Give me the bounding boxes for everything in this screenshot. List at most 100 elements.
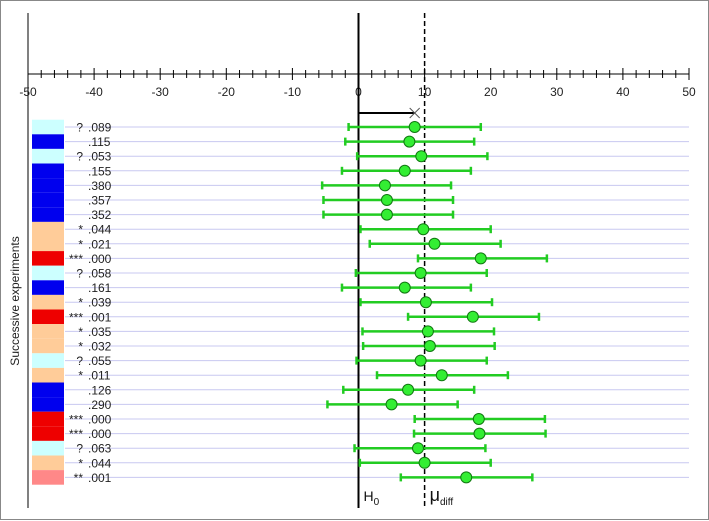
significance-mark: * — [78, 296, 83, 310]
significance-mark: ? — [76, 121, 83, 135]
p-value: .352 — [88, 208, 112, 222]
significance-mark: * — [78, 223, 83, 237]
mean-point — [402, 383, 415, 396]
p-value: .380 — [88, 179, 112, 193]
status-strip — [32, 411, 64, 427]
status-strip — [32, 455, 64, 471]
significance-mark: ? — [76, 442, 83, 456]
status-strip — [32, 134, 64, 149]
status-strip — [32, 440, 64, 456]
mean-point — [460, 471, 473, 484]
x-tick-label: 40 — [616, 85, 630, 99]
x-tick-label: -30 — [152, 85, 170, 99]
significance-mark: *** — [69, 252, 83, 266]
p-value: .115 — [88, 135, 111, 149]
p-value: .001 — [88, 310, 112, 324]
mean-point — [423, 340, 436, 352]
x-tick-label: -10 — [284, 85, 302, 99]
p-value: .021 — [88, 237, 112, 251]
mean-point — [414, 354, 427, 367]
mean-point — [428, 237, 441, 250]
p-value: .000 — [88, 427, 112, 441]
p-value: .290 — [88, 398, 112, 412]
p-value: .053 — [88, 150, 112, 164]
mean-point — [414, 267, 427, 279]
p-value: .000 — [88, 252, 112, 266]
p-value: .035 — [88, 325, 112, 339]
significance-mark: * — [78, 369, 83, 383]
status-strip — [32, 324, 64, 339]
mean-point — [419, 296, 432, 309]
mean-point — [378, 179, 391, 192]
mean-point — [398, 281, 411, 294]
p-value: .058 — [88, 267, 112, 281]
mean-point — [380, 208, 393, 221]
mean-point — [474, 252, 487, 265]
p-value: .126 — [88, 383, 112, 397]
x-tick-label: 20 — [484, 85, 498, 99]
x-tick-label: 10 — [418, 85, 432, 99]
mean-point — [398, 164, 411, 177]
status-strip — [32, 294, 64, 310]
significance-mark: *** — [69, 413, 83, 427]
x-tick-label: 50 — [682, 85, 696, 99]
mean-point — [415, 150, 428, 163]
mean-point — [411, 442, 424, 455]
status-strip — [32, 353, 64, 368]
mean-point — [408, 121, 421, 133]
significance-mark: *** — [69, 427, 83, 441]
moe-marker-cross — [409, 107, 421, 119]
mean-point — [380, 194, 393, 206]
reference-lines: H0 μdiff — [357, 13, 453, 508]
status-strip — [32, 265, 64, 281]
mean-point — [418, 456, 431, 469]
mean-point — [403, 135, 416, 148]
x-tick-label: -40 — [85, 85, 103, 99]
status-strip — [32, 280, 64, 295]
x-tick-label: -50 — [19, 85, 37, 99]
status-strip — [32, 148, 64, 164]
mean-point — [473, 427, 486, 440]
significance-mark: * — [78, 237, 83, 251]
significance-mark: ? — [76, 354, 83, 368]
significance-mark: ? — [76, 267, 83, 281]
significance-mark: *** — [69, 310, 83, 324]
mean-point — [421, 325, 434, 338]
significance-mark: ** — [74, 471, 84, 485]
p-value: .063 — [88, 442, 112, 456]
y-axis-label: Successive experiments — [8, 236, 22, 365]
p-value: .044 — [88, 223, 112, 237]
status-strip — [32, 178, 64, 193]
status-strip — [32, 426, 64, 441]
p-value: .001 — [88, 471, 112, 485]
status-strip — [32, 163, 64, 179]
p-value: .161 — [88, 281, 112, 295]
mean-point — [466, 310, 479, 323]
status-strip — [32, 221, 64, 237]
p-value: .032 — [88, 340, 112, 354]
p-value: .039 — [88, 296, 112, 310]
mean-point — [417, 223, 430, 236]
p-value: .089 — [88, 121, 112, 135]
significance-mark: * — [78, 456, 83, 470]
h0-label: H0 — [364, 488, 380, 508]
p-value: .000 — [88, 413, 112, 427]
significance-mark: * — [78, 325, 83, 339]
p-value: .357 — [88, 194, 112, 208]
x-tick-label: 30 — [550, 85, 564, 99]
status-strip — [32, 119, 64, 135]
significance-mark: * — [78, 340, 83, 354]
p-value: .055 — [88, 354, 112, 368]
status-strip — [32, 236, 64, 252]
status-strip — [32, 251, 64, 266]
status-strip — [32, 367, 64, 383]
p-value: .155 — [88, 164, 112, 178]
status-strip — [32, 382, 64, 398]
mean-point — [472, 413, 485, 425]
status-strip — [32, 309, 64, 325]
p-value: .044 — [88, 456, 112, 470]
status-strip — [32, 397, 64, 412]
significance-mark: ? — [76, 150, 83, 164]
